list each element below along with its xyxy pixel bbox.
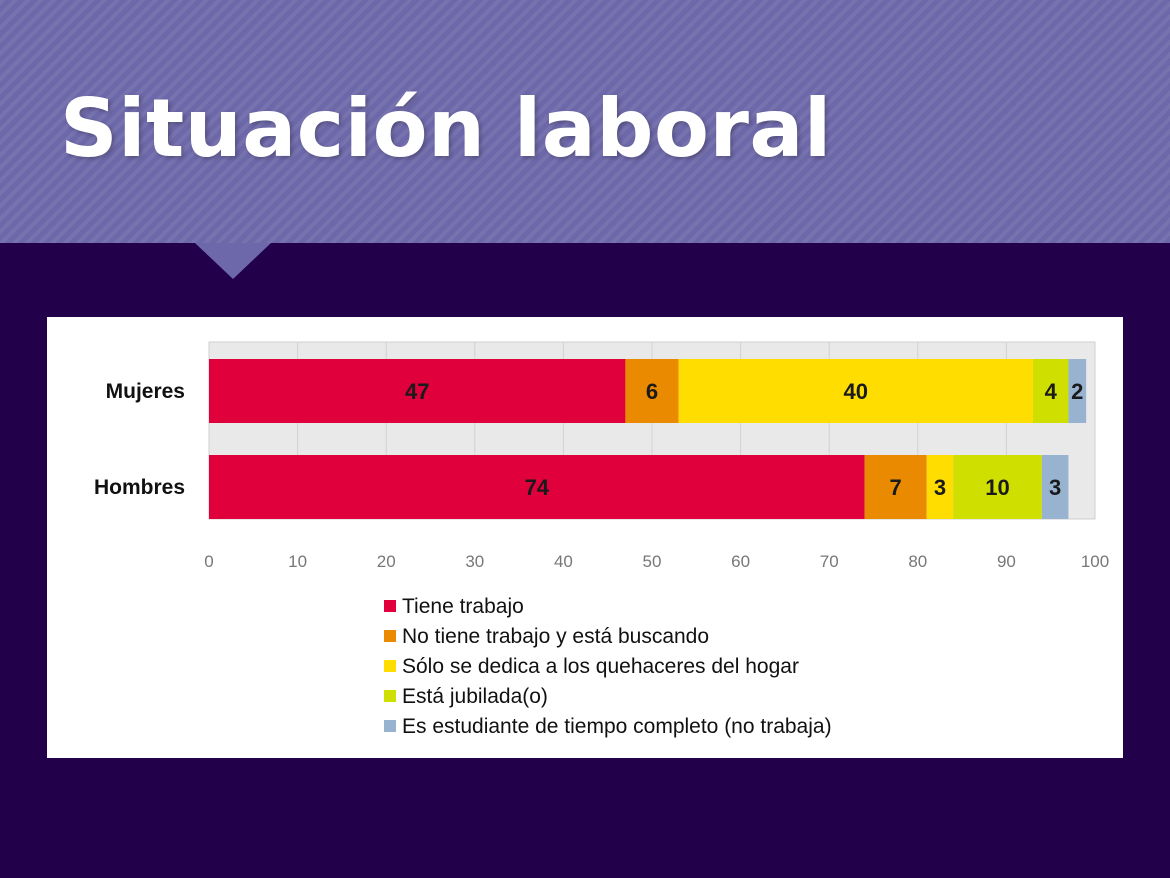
category-label: Hombres (94, 476, 185, 499)
bar-segment (926, 455, 954, 519)
bar-segment (1032, 359, 1069, 423)
x-tick-label: 30 (465, 552, 484, 571)
bar-segment (625, 359, 679, 423)
data-label: 10 (985, 475, 1009, 500)
legend-swatch (384, 660, 396, 672)
legend-label: Es estudiante de tiempo completo (no tra… (402, 715, 832, 738)
x-tick-label: 50 (643, 552, 662, 571)
slide-header (0, 0, 1170, 243)
legend-swatch (384, 600, 396, 612)
data-label: 4 (1045, 379, 1058, 404)
legend-swatch (384, 630, 396, 642)
data-label: 3 (934, 475, 946, 500)
bar-segment (678, 359, 1033, 423)
bar-segment (953, 455, 1042, 519)
bar-segment (864, 455, 927, 519)
x-tick-label: 90 (997, 552, 1016, 571)
legend-swatch (384, 720, 396, 732)
legend-label: Sólo se dedica a los quehaceres del hoga… (402, 655, 799, 678)
data-label: 40 (844, 379, 868, 404)
bar-segment (209, 359, 626, 423)
legend-label: No tiene trabajo y está buscando (402, 625, 709, 648)
data-label: 47 (405, 379, 429, 404)
x-tick-label: 40 (554, 552, 573, 571)
data-label: 74 (525, 475, 550, 500)
data-label: 2 (1071, 379, 1083, 404)
bar-segment (1041, 455, 1069, 519)
legend-swatch (384, 690, 396, 702)
x-tick-label: 60 (731, 552, 750, 571)
bar-segment (1068, 359, 1087, 423)
x-tick-label: 100 (1081, 552, 1109, 571)
category-label: Mujeres (106, 380, 185, 403)
x-tick-label: 20 (377, 552, 396, 571)
data-label: 3 (1049, 475, 1061, 500)
x-tick-label: 10 (288, 552, 307, 571)
bar-segment (209, 455, 865, 519)
x-tick-label: 70 (820, 552, 839, 571)
stacked-bar-chart: 0 10 20 30 40 50 60 70 80 90 100 Mujeres 47 6 40 4 2 Homb… (94, 341, 1109, 738)
chart-card: 0 10 20 30 40 50 60 70 80 90 100 Mujeres 47 6 40 4 2 Homb… (47, 317, 1123, 758)
x-tick-label: 80 (908, 552, 927, 571)
legend-label: Tiene trabajo (402, 595, 524, 618)
header-notch (195, 243, 271, 279)
legend-label: Está jubilada(o) (402, 685, 548, 708)
slide-title: Situación laboral (60, 82, 832, 175)
data-label: 6 (646, 379, 658, 404)
x-tick-label: 0 (204, 552, 213, 571)
data-label: 7 (890, 475, 902, 500)
